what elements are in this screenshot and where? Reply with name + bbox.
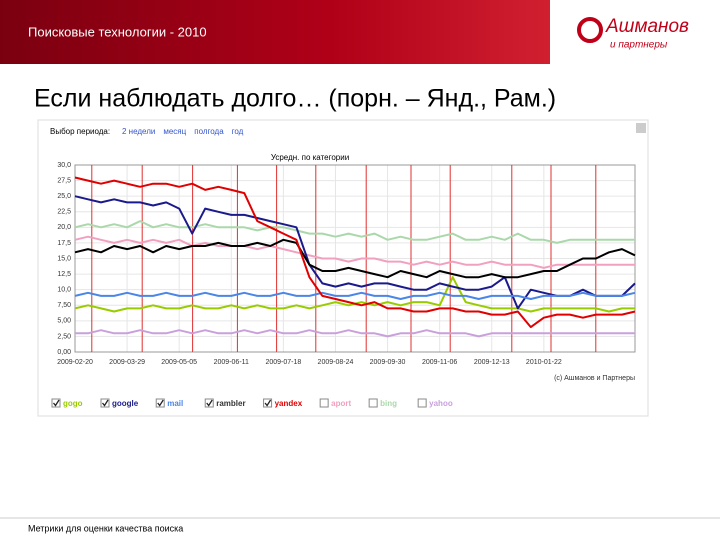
legend-label: gogo — [63, 399, 83, 408]
period-label: Выбор периода: — [50, 127, 110, 136]
series-line — [74, 291, 636, 300]
logo-name: Ашманов — [605, 16, 689, 37]
series-line — [74, 176, 636, 329]
legend-checkbox[interactable] — [417, 398, 427, 408]
period-option[interactable]: полгода — [194, 127, 224, 136]
legend-check — [101, 399, 109, 407]
y-tick-label: 7,50 — [57, 302, 71, 309]
legend-check — [206, 399, 213, 407]
slide-title: Если наблюдать долго… (порн. – Янд., Рам… — [34, 85, 556, 113]
legend-checkbox[interactable] — [368, 398, 378, 408]
x-tick-label: 2009-11-06 — [422, 359, 457, 366]
y-tick-label: 20,0 — [57, 224, 71, 231]
x-tick-label: 2009-02-20 — [57, 359, 93, 366]
legend-label: mail — [167, 399, 183, 408]
legend-label: yandex — [275, 399, 303, 408]
legend-checkbox[interactable] — [263, 398, 273, 408]
y-tick-label: 27,5 — [57, 177, 71, 184]
legend-check — [264, 399, 272, 407]
legend-label: yahoo — [429, 399, 453, 408]
series-line — [74, 220, 635, 244]
period-option[interactable]: 2 недели — [122, 127, 155, 136]
y-tick-label: 30,0 — [57, 162, 71, 169]
series-line — [75, 329, 635, 338]
plot-border — [74, 164, 636, 353]
series-line — [74, 238, 636, 279]
y-tick-label: 25,0 — [57, 193, 71, 200]
x-tick-label: 2009-08-24 — [318, 359, 354, 366]
x-tick-label: 2009-09-30 — [370, 359, 406, 366]
chart-credit: (c) Ашманов и Партнеры — [554, 375, 635, 382]
header-title: Поисковые технологии - 2010 — [28, 24, 207, 39]
legend-label: bing — [380, 399, 397, 408]
y-tick-label: 22,5 — [57, 209, 71, 216]
legend-check — [52, 399, 60, 407]
y-tick-label: 15,0 — [57, 255, 71, 262]
x-tick-label: 2009-07-18 — [265, 359, 301, 366]
legend-checkbox[interactable] — [100, 398, 110, 408]
legend-label: google — [112, 399, 139, 408]
legend-checkbox[interactable] — [155, 398, 165, 408]
period-option[interactable]: год — [232, 127, 244, 136]
x-tick-label: 2009-06-11 — [214, 359, 249, 366]
header-band — [0, 0, 550, 64]
footer: Метрики для оценки качества поиска — [28, 523, 183, 533]
series-line — [74, 235, 635, 269]
x-tick-label: 2009-05-05 — [161, 359, 197, 366]
y-tick-label: 5,00 — [57, 318, 71, 325]
series-line — [74, 195, 636, 310]
legend-checkbox[interactable] — [204, 398, 214, 408]
period-option[interactable]: месяц — [163, 127, 186, 136]
x-tick-label: 2010-01-22 — [526, 359, 562, 366]
x-tick-label: 2009-12-13 — [474, 359, 510, 366]
y-tick-label: 2,50 — [57, 333, 71, 340]
logo-sub: и партнеры — [610, 40, 668, 51]
y-tick-label: 0,00 — [57, 349, 71, 356]
chart-title: Усредн. по категории — [271, 153, 349, 162]
legend-check — [157, 399, 164, 407]
logo-mark — [577, 17, 603, 43]
legend-label: aport — [331, 399, 351, 408]
y-tick-label: 10,0 — [57, 287, 71, 294]
legend-checkbox[interactable] — [51, 398, 61, 408]
y-tick-label: 17,5 — [57, 240, 71, 247]
y-tick-label: 12,5 — [57, 271, 71, 278]
legend-checkbox[interactable] — [319, 398, 329, 408]
close-button[interactable] — [636, 123, 646, 133]
x-tick-label: 2009-03-29 — [109, 359, 145, 366]
chart-frame — [37, 119, 649, 417]
legend-label: rambler — [216, 399, 245, 408]
